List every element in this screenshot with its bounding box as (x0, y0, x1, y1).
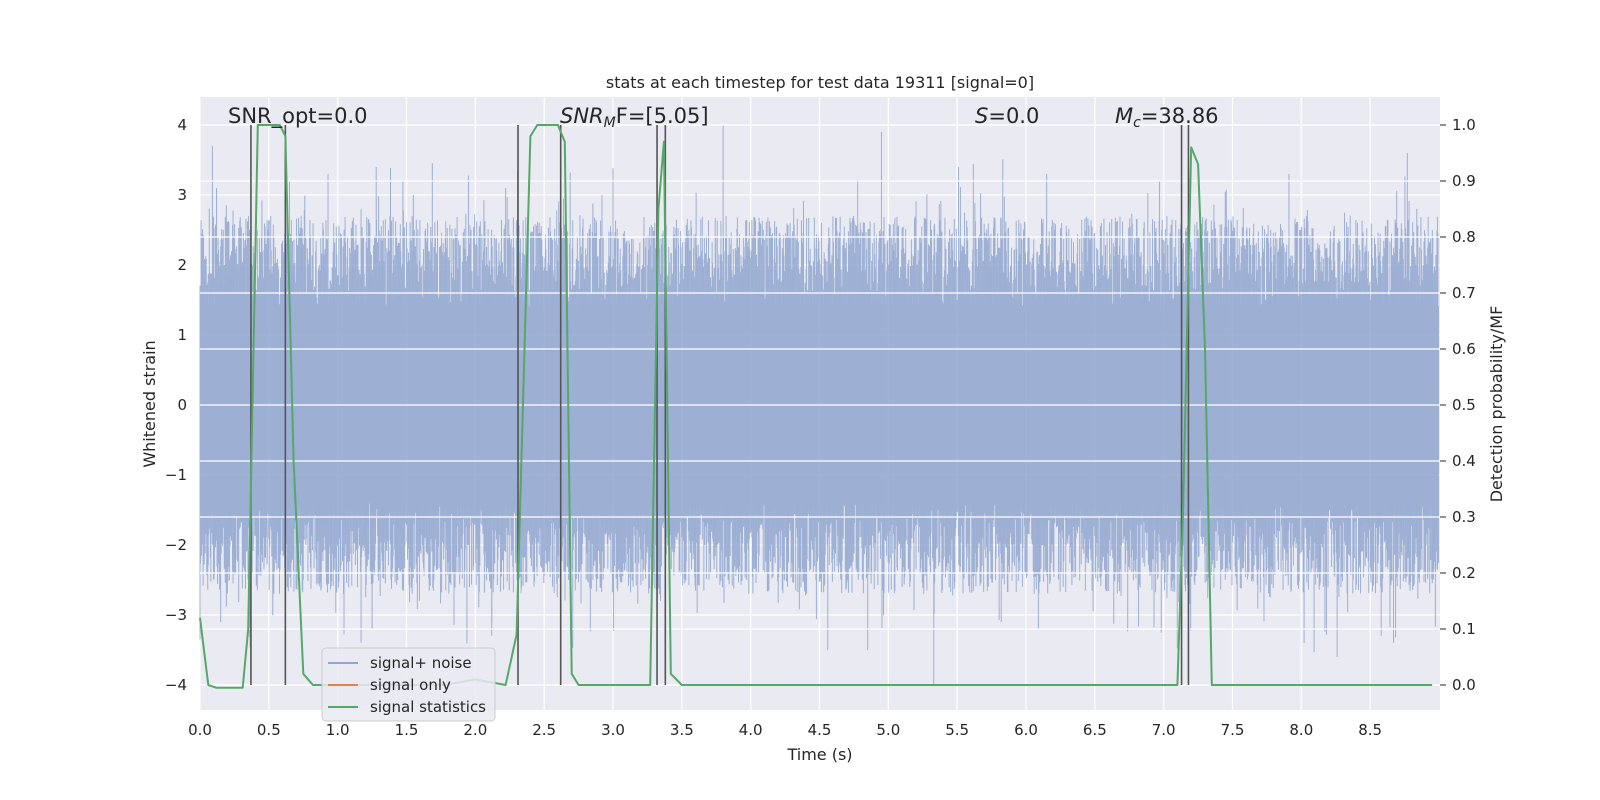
y2-axis-ticks: 1.0 0.9 0.8 0.7 0.6 0.5 0.4 0.3 0.2 0.1 0.0 (1440, 116, 1476, 694)
mc-subscript: c (1133, 115, 1141, 131)
x-tick-label: 3.5 (670, 721, 694, 739)
x-tick-label: 4.5 (808, 721, 832, 739)
y-tick-label: 3 (177, 186, 187, 204)
x-tick-label: 8.0 (1289, 721, 1313, 739)
snr-mf-symbol: SNR (560, 104, 604, 128)
y2-tick-label: 0.9 (1452, 172, 1476, 190)
y-tick-label: 4 (177, 116, 187, 134)
y2-tick-label: 0.1 (1452, 620, 1476, 638)
y2-tick-label: 0.7 (1452, 284, 1476, 302)
x-tick-label: 1.0 (326, 721, 350, 739)
x-tick-label: 7.0 (1152, 721, 1176, 739)
x-tick-label: 2.5 (532, 721, 556, 739)
annotation-s: S=0.0 (975, 104, 1039, 128)
chart-title: stats at each timestep for test data 193… (606, 73, 1034, 92)
y-tick-label: −1 (165, 466, 187, 484)
y-axis-ticks: 4 3 2 1 0 −1 −2 −3 −4 (165, 116, 187, 694)
y-tick-label: 2 (177, 256, 187, 274)
x-axis-ticks: 0.0 0.5 1.0 1.5 2.0 2.5 3.0 3.5 4.0 4.5 5.0 5.5 6.0 6… (188, 721, 1382, 739)
y-tick-label: −3 (165, 606, 187, 624)
x-tick-label: 6.5 (1083, 721, 1107, 739)
y2-tick-label: 0.6 (1452, 340, 1476, 358)
snr-mf-value: F=[5.05] (616, 104, 709, 128)
x-tick-label: 6.0 (1014, 721, 1038, 739)
y2-tick-label: 1.0 (1452, 116, 1476, 134)
x-tick-label: 2.0 (463, 721, 487, 739)
y-tick-label: 1 (177, 326, 187, 344)
legend-label-signal-noise: signal+ noise (370, 654, 472, 672)
y2-tick-label: 0.8 (1452, 228, 1476, 246)
y2-tick-label: 0.0 (1452, 676, 1476, 694)
y-axis-label: Whitened strain (140, 340, 159, 467)
x-tick-label: 1.5 (395, 721, 419, 739)
signal-statistics-line (199, 124, 1433, 689)
legend: signal+ noise signal only signal statist… (321, 647, 496, 722)
s-symbol: S (975, 104, 988, 128)
x-tick-label: 3.0 (601, 721, 625, 739)
mc-value: =38.86 (1141, 104, 1219, 128)
noise-series (199, 125, 1439, 685)
annotation-snr-mf: SNRMF=[5.05] (560, 104, 709, 131)
snr-mf-subscript: M (604, 115, 616, 131)
x-tick-label: 4.0 (739, 721, 763, 739)
y2-tick-label: 0.2 (1452, 564, 1476, 582)
x-tick-label: 5.0 (876, 721, 900, 739)
y2-tick-label: 0.5 (1452, 396, 1476, 414)
x-tick-label: 7.5 (1221, 721, 1245, 739)
x-tick-label: 0.5 (257, 721, 281, 739)
signal-statistics-series (199, 124, 1433, 689)
legend-label-signal-statistics: signal statistics (370, 698, 486, 716)
legend-label-signal-only: signal only (370, 676, 451, 694)
y2-tick-label: 0.3 (1452, 508, 1476, 526)
x-tick-label: 0.0 (188, 721, 212, 739)
x-tick-label: 8.5 (1358, 721, 1382, 739)
y-tick-label: −4 (165, 676, 187, 694)
y-tick-label: −2 (165, 536, 187, 554)
x-axis-label: Time (s) (786, 745, 852, 764)
mc-symbol: M (1115, 104, 1133, 128)
annotation-snr-opt: SNR_opt=0.0 (228, 104, 368, 129)
y-tick-label: 0 (177, 396, 187, 414)
s-value: =0.0 (988, 104, 1039, 128)
annotation-mc: Mc=38.86 (1115, 104, 1219, 131)
y2-axis-label: Detection probability/MF (1487, 306, 1506, 503)
x-tick-label: 5.5 (945, 721, 969, 739)
noise-trace (199, 125, 1439, 685)
y2-tick-label: 0.4 (1452, 452, 1476, 470)
